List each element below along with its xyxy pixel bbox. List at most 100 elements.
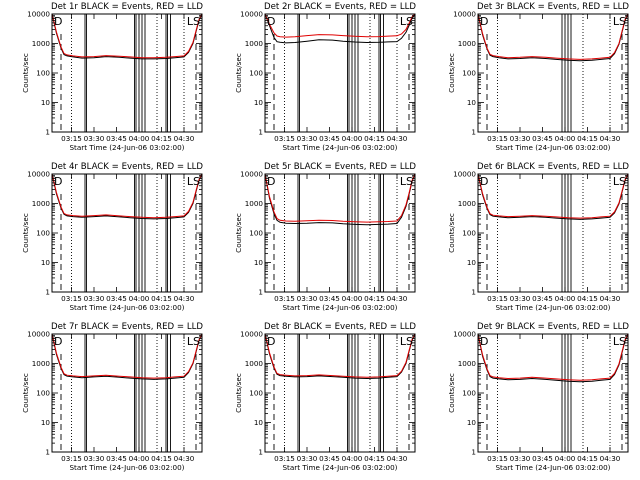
x-tick-label: 03:45 bbox=[106, 294, 127, 303]
y-tick-label: 1000 bbox=[458, 199, 477, 208]
lld-series-line bbox=[51, 173, 203, 219]
y-axis-label: Counts/sec bbox=[234, 373, 243, 413]
plot-frame bbox=[477, 333, 629, 453]
x-tick-label: 04:00 bbox=[555, 134, 576, 143]
y-axis-label: Counts/sec bbox=[234, 53, 243, 93]
x-tick-label: 04:30 bbox=[600, 134, 621, 143]
x-axis-label: Start Time (24-Jun-06 03:02:00) bbox=[69, 143, 184, 152]
x-tick-label: 03:30 bbox=[297, 134, 318, 143]
corner-label-right: LS bbox=[400, 15, 413, 28]
y-tick-label: 1 bbox=[45, 288, 50, 297]
detector-panel-8: Det 8r BLACK = Events, RED = LLD 1 10 100 10… bbox=[234, 322, 416, 472]
plot-frame bbox=[264, 333, 416, 453]
y-tick-label: 1000 bbox=[245, 359, 264, 368]
x-tick-label: 03:30 bbox=[84, 134, 105, 143]
corner-label-right: LS bbox=[187, 175, 200, 188]
y-axis-label: Counts/sec bbox=[21, 213, 30, 253]
plot-frame bbox=[51, 13, 203, 133]
corner-label-left: D bbox=[480, 15, 488, 28]
panel-title: Det 2r BLACK = Events, RED = LLD bbox=[264, 2, 416, 12]
y-tick-label: 1000 bbox=[458, 359, 477, 368]
x-tick-label: 04:15 bbox=[364, 454, 385, 463]
lld-series-line bbox=[264, 333, 416, 378]
x-tick-label: 04:00 bbox=[342, 454, 363, 463]
x-tick-label: 03:30 bbox=[297, 454, 318, 463]
x-tick-label: 03:30 bbox=[84, 294, 105, 303]
corner-label-left: D bbox=[480, 335, 488, 348]
y-tick-label: 10 bbox=[467, 98, 477, 107]
y-tick-label: 10000 bbox=[453, 170, 476, 179]
x-tick-label: 03:45 bbox=[319, 134, 340, 143]
detector-panel-4: Det 4r BLACK = Events, RED = LLD 1 10 100 10… bbox=[21, 162, 203, 312]
x-tick-label: 03:30 bbox=[297, 294, 318, 303]
events-series-line bbox=[51, 13, 203, 60]
x-tick-label: 04:15 bbox=[151, 454, 172, 463]
y-tick-label: 10 bbox=[254, 98, 264, 107]
y-tick-label: 10 bbox=[254, 418, 264, 427]
y-tick-label: 10 bbox=[41, 418, 51, 427]
x-tick-label: 03:45 bbox=[319, 454, 340, 463]
x-tick-label: 03:30 bbox=[84, 454, 105, 463]
x-tick-label: 03:15 bbox=[274, 294, 295, 303]
x-tick-label: 04:00 bbox=[342, 134, 363, 143]
x-axis-label: Start Time (24-Jun-06 03:02:00) bbox=[69, 463, 184, 472]
y-axis-label: Counts/sec bbox=[234, 213, 243, 253]
x-tick-label: 03:45 bbox=[319, 294, 340, 303]
y-tick-label: 1 bbox=[258, 448, 263, 457]
detector-panel-2: Det 2r BLACK = Events, RED = LLD 1 10 100 10… bbox=[234, 2, 416, 152]
y-tick-label: 1000 bbox=[32, 199, 51, 208]
plot-frame bbox=[477, 173, 629, 293]
x-tick-label: 04:00 bbox=[555, 454, 576, 463]
y-tick-label: 1 bbox=[471, 128, 476, 137]
y-tick-label: 1 bbox=[45, 128, 50, 137]
detector-panel-7: Det 7r BLACK = Events, RED = LLD 1 10 100 10… bbox=[21, 322, 203, 472]
x-tick-label: 04:00 bbox=[129, 134, 150, 143]
corner-label-right: LS bbox=[613, 335, 626, 348]
plot-frame bbox=[51, 333, 203, 453]
events-series-line bbox=[477, 173, 629, 220]
x-tick-label: 04:30 bbox=[174, 454, 195, 463]
y-tick-label: 10000 bbox=[27, 170, 50, 179]
x-tick-label: 03:15 bbox=[274, 454, 295, 463]
x-tick-label: 04:30 bbox=[600, 454, 621, 463]
x-tick-label: 03:45 bbox=[532, 294, 553, 303]
x-tick-label: 03:30 bbox=[510, 454, 531, 463]
x-tick-label: 04:30 bbox=[174, 294, 195, 303]
corner-label-right: LS bbox=[187, 15, 200, 28]
panel-title: Det 8r BLACK = Events, RED = LLD bbox=[264, 322, 416, 332]
events-series-line bbox=[477, 333, 629, 383]
y-tick-label: 100 bbox=[36, 389, 50, 398]
corner-label-right: LS bbox=[613, 175, 626, 188]
y-tick-label: 100 bbox=[462, 69, 476, 78]
x-axis-label: Start Time (24-Jun-06 03:02:00) bbox=[495, 463, 610, 472]
y-tick-label: 1 bbox=[258, 128, 263, 137]
panel-title: Det 6r BLACK = Events, RED = LLD bbox=[477, 162, 629, 172]
events-series-line bbox=[477, 13, 629, 62]
x-tick-label: 03:45 bbox=[106, 134, 127, 143]
x-tick-label: 04:15 bbox=[364, 134, 385, 143]
x-tick-label: 04:30 bbox=[600, 294, 621, 303]
y-tick-label: 100 bbox=[36, 69, 50, 78]
panel-title: Det 5r BLACK = Events, RED = LLD bbox=[264, 162, 416, 172]
plot-frame bbox=[264, 173, 416, 293]
lld-series-line bbox=[51, 13, 203, 59]
x-tick-label: 03:15 bbox=[487, 134, 508, 143]
panel-title: Det 4r BLACK = Events, RED = LLD bbox=[51, 162, 203, 172]
x-tick-label: 03:15 bbox=[487, 294, 508, 303]
corner-label-left: D bbox=[267, 175, 275, 188]
y-tick-label: 10 bbox=[467, 418, 477, 427]
lld-series-line bbox=[477, 333, 629, 381]
y-tick-label: 100 bbox=[36, 229, 50, 238]
y-axis-label: Counts/sec bbox=[21, 373, 30, 413]
lld-series-line bbox=[264, 13, 416, 38]
y-tick-label: 100 bbox=[249, 229, 263, 238]
x-tick-label: 04:30 bbox=[387, 454, 408, 463]
detector-panel-1: Det 1r BLACK = Events, RED = LLD 1 10 100 10… bbox=[21, 2, 203, 152]
plot-frame bbox=[477, 13, 629, 133]
y-tick-label: 10000 bbox=[27, 330, 50, 339]
y-tick-label: 1 bbox=[45, 448, 50, 457]
x-tick-label: 04:15 bbox=[577, 294, 598, 303]
corner-label-left: D bbox=[54, 335, 62, 348]
panel-title: Det 1r BLACK = Events, RED = LLD bbox=[51, 2, 203, 12]
y-tick-label: 10000 bbox=[240, 10, 263, 19]
